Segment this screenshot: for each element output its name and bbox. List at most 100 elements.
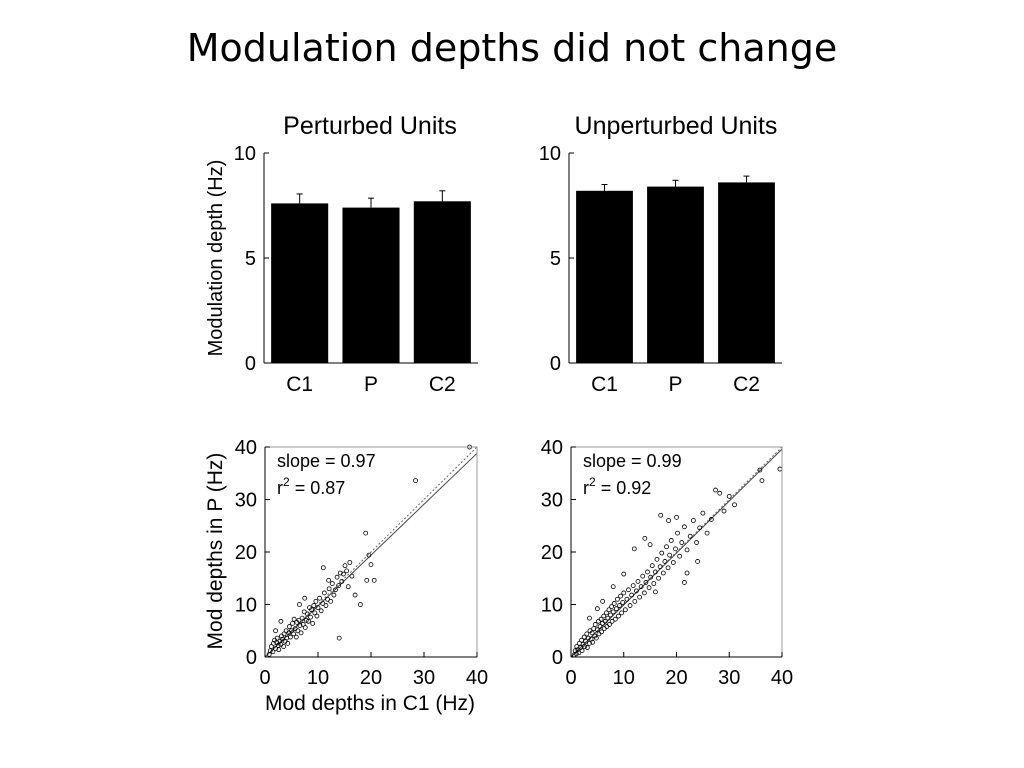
bar-p — [647, 186, 704, 363]
scatter-point — [298, 630, 304, 636]
r-symbol: r — [583, 478, 589, 498]
bar-c2 — [413, 201, 471, 363]
scatter-point — [653, 589, 658, 595]
scatter-point — [594, 606, 600, 612]
scatter-point — [713, 487, 718, 493]
scatter-point — [721, 508, 727, 514]
axes: C1 P C2 0 5 10 — [234, 143, 478, 396]
scatter-point — [320, 565, 326, 571]
scatter-point — [304, 611, 310, 617]
scatter-point — [289, 628, 294, 634]
y-tick-label: 0 — [245, 353, 256, 375]
scatter-point — [640, 573, 646, 579]
scatter-point — [301, 609, 307, 615]
scatter-point — [273, 628, 279, 634]
scatter-point — [647, 542, 653, 548]
y-tick-label: 0 — [550, 353, 561, 375]
scatter-point — [357, 602, 363, 607]
scatter-point — [278, 618, 284, 624]
scatter-point — [621, 571, 627, 577]
y-axis-label: Modulation depth (Hz) — [205, 160, 227, 357]
scatter-point — [651, 581, 657, 586]
scatter-point — [690, 518, 696, 523]
chart-perturbed-bars: Perturbed Units Modulation depth (Hz) C1… — [205, 112, 478, 396]
y-tick-label: 5 — [550, 248, 561, 270]
scatter-point — [590, 639, 596, 645]
x-tick-label: C1 — [591, 373, 618, 396]
r2-value: = 0.87 — [290, 478, 346, 498]
scatter-point — [684, 547, 690, 553]
chart-unperturbed-bars: Unperturbed Units C1 P C2 0 5 10 — [539, 112, 782, 396]
scatter-point — [339, 579, 345, 584]
scatter-point — [584, 631, 590, 637]
y-tick-label: 20 — [541, 542, 563, 564]
scatter-point — [611, 601, 617, 606]
scatter-point — [612, 616, 618, 622]
scatter-point — [334, 574, 340, 580]
bar-c1 — [271, 203, 329, 363]
scatter-point — [579, 648, 585, 654]
scatter-point — [329, 581, 335, 586]
fit-lines — [570, 446, 783, 658]
scatter-point — [321, 590, 327, 596]
scatter-point — [291, 616, 297, 622]
x-tick-label: 30 — [718, 667, 740, 689]
slide-title: Modulation depths did not change — [186, 26, 838, 70]
x-tick-label: C2 — [429, 373, 456, 396]
scatter-point — [326, 586, 332, 592]
y-tick-label: 40 — [235, 437, 257, 459]
scatter-point — [572, 648, 578, 654]
scatter-point — [573, 651, 579, 657]
bars — [576, 175, 775, 363]
axes: 0 10 20 30 40 0 10 20 30 40 — [541, 437, 793, 689]
chart-title: Unperturbed Units — [575, 112, 778, 140]
slope-annotation: slope = 0.97 — [277, 451, 376, 471]
scatter-point — [592, 622, 598, 627]
r-superscript: 2 — [283, 475, 290, 489]
scatter-point — [695, 559, 700, 564]
scatter-point — [608, 612, 613, 618]
scatter-point — [333, 587, 338, 593]
scatter-point — [593, 635, 599, 641]
bars — [271, 190, 471, 363]
scatter-point — [600, 598, 606, 604]
scatter-point — [726, 493, 732, 499]
scatter-point — [609, 618, 615, 624]
scatter-point — [604, 624, 610, 629]
scatter-point — [328, 598, 334, 604]
scatter-point — [273, 646, 279, 651]
scatter-point — [687, 533, 693, 539]
scatter-point — [583, 638, 589, 644]
scatter-point — [302, 595, 308, 601]
scatter-point — [270, 649, 276, 655]
scatter-point — [318, 608, 324, 614]
r2-value: = 0.92 — [596, 478, 652, 498]
scatter-point — [643, 580, 649, 585]
scatter-point — [757, 467, 763, 473]
scatter-point — [290, 621, 295, 626]
data-points — [571, 466, 783, 658]
scatter-point — [717, 490, 723, 496]
axes: C1 P C2 0 5 10 — [539, 143, 782, 396]
y-tick-label: 10 — [235, 595, 257, 617]
scatter-point — [666, 518, 671, 523]
scatter-point — [596, 631, 602, 637]
scatter-point — [586, 635, 591, 641]
scatter-point — [605, 615, 611, 621]
scatter-point — [589, 630, 595, 636]
scatter-point — [654, 556, 660, 562]
scatter-point — [306, 618, 311, 624]
scatter-point — [311, 603, 317, 608]
scatter-point — [349, 573, 355, 579]
scatter-point — [609, 604, 615, 609]
scatter-point — [579, 637, 584, 643]
scatter-point — [594, 627, 600, 633]
scatter-point — [635, 579, 641, 584]
scatter-point — [297, 623, 303, 628]
scatter-point — [617, 603, 622, 608]
scatter-point — [344, 568, 350, 574]
x-tick-label: 10 — [307, 667, 329, 689]
scatter-point — [274, 635, 280, 641]
scatter-point — [336, 635, 342, 641]
scatter-point — [673, 546, 678, 552]
